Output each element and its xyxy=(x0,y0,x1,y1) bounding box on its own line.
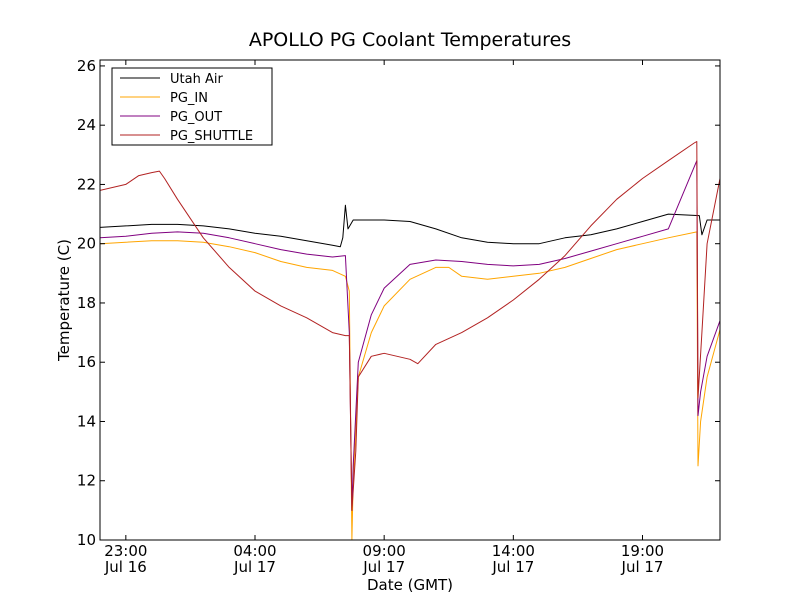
y-axis-label: Temperature (C) xyxy=(55,239,73,362)
legend-label: PG_SHUTTLE xyxy=(170,129,253,144)
x-tick-date-label: Jul 17 xyxy=(621,558,664,576)
y-axis: 10 12 14 16 18 20 22 24 26 xyxy=(77,57,720,549)
x-tick-time-label: 23:00 xyxy=(104,542,147,560)
series-line-pg-shuttle xyxy=(100,141,720,511)
x-axis-label: Date (GMT) xyxy=(367,576,453,594)
x-tick-time-label: 14:00 xyxy=(492,542,535,560)
y-tick-label: 20 xyxy=(77,235,96,253)
y-tick-label: 24 xyxy=(77,116,96,134)
x-tick-date-label: Jul 17 xyxy=(233,558,276,576)
legend-frame xyxy=(111,67,273,146)
series-layer xyxy=(100,141,720,540)
legend-label: Utah Air xyxy=(170,72,223,87)
series-line-pg-out xyxy=(100,160,720,511)
legend-label: PG_OUT xyxy=(170,110,222,125)
x-tick-date-label: Jul 17 xyxy=(491,558,534,576)
series-line-pg-in xyxy=(100,231,720,540)
plot-frame xyxy=(99,59,721,541)
y-tick-label: 12 xyxy=(77,472,96,490)
legend: Utah Air PG_IN PG_OUT PG_SHUTTLE xyxy=(111,67,273,146)
y-tick-label: 18 xyxy=(77,294,96,312)
series-line-utah-air xyxy=(100,204,720,248)
y-tick-label: 16 xyxy=(77,353,96,371)
chart-title: APOLLO PG Coolant Temperatures xyxy=(249,29,571,51)
y-tick-label: 22 xyxy=(77,175,96,193)
x-tick-date-label: Jul 16 xyxy=(104,558,147,576)
y-tick-label: 14 xyxy=(77,412,96,430)
legend-label: PG_IN xyxy=(170,91,208,106)
x-tick-time-label: 04:00 xyxy=(233,542,276,560)
y-tick-label: 26 xyxy=(77,57,96,75)
x-tick-time-label: 19:00 xyxy=(621,542,664,560)
x-tick-time-label: 09:00 xyxy=(363,542,406,560)
x-tick-date-label: Jul 17 xyxy=(362,558,405,576)
y-tick-label: 10 xyxy=(77,531,96,549)
